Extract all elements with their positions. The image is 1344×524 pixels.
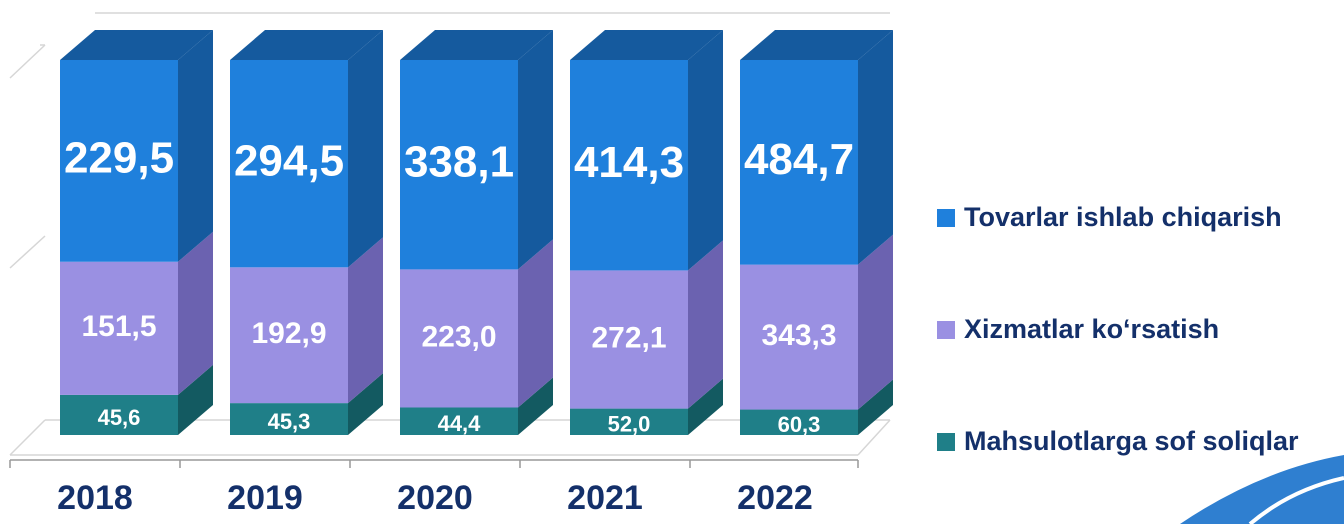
- bar-top: [60, 30, 213, 60]
- value-label: 343,3: [761, 319, 836, 352]
- value-label: 223,0: [421, 320, 496, 353]
- bar-side: [858, 379, 893, 435]
- bar-segment: [60, 394, 178, 435]
- bar-side: [178, 30, 213, 262]
- bar-segment: [400, 60, 518, 270]
- bar-side: [518, 239, 553, 408]
- bar-side: [518, 377, 553, 435]
- bar-top: [230, 30, 383, 60]
- legend-swatch: [937, 433, 955, 451]
- bar-segment: [60, 60, 178, 262]
- value-label: 151,5: [81, 310, 156, 343]
- x-tick-label: 2019: [227, 479, 303, 517]
- bar-top: [570, 30, 723, 60]
- bar-segment: [400, 269, 518, 408]
- bar-side: [858, 30, 893, 265]
- bar-side: [178, 364, 213, 435]
- value-label: 52,0: [608, 412, 651, 437]
- bar-segment: [60, 261, 178, 395]
- value-label: 45,6: [98, 405, 141, 430]
- bar-segment: [230, 403, 348, 435]
- bar-side: [348, 373, 383, 435]
- value-label: 45,3: [268, 409, 311, 434]
- bar-side: [688, 378, 723, 435]
- value-label: 272,1: [591, 321, 666, 354]
- bar-side: [178, 231, 213, 395]
- bar-segment: [570, 408, 688, 435]
- value-label: 338,1: [404, 137, 514, 186]
- bar-side: [518, 30, 553, 270]
- x-tick-label: 2018: [57, 479, 133, 517]
- legend-swatch: [937, 209, 955, 227]
- bar-side: [348, 30, 383, 268]
- legend-label: Mahsulotlarga sof soliqlar: [964, 426, 1299, 456]
- bar-top: [400, 30, 553, 60]
- bar-segment: [230, 60, 348, 268]
- bar-top: [740, 30, 893, 60]
- value-label: 414,3: [574, 138, 684, 187]
- x-tick-label: 2022: [737, 479, 813, 517]
- legend-label: Tovarlar ishlab chiqarish: [964, 202, 1282, 232]
- value-label: 294,5: [234, 136, 344, 185]
- bar-segment: [400, 407, 518, 435]
- bar-segment: [740, 264, 858, 410]
- legend-swatch: [937, 321, 955, 339]
- bar-segment: [570, 270, 688, 409]
- x-tick-label: 2020: [397, 479, 473, 517]
- value-label: 229,5: [64, 133, 174, 182]
- legend-label: Xizmatlar ko‘rsatish: [964, 314, 1219, 344]
- value-label: 192,9: [251, 317, 326, 350]
- decoration: [1180, 455, 1344, 524]
- bar-segment: [230, 267, 348, 404]
- bar-segment: [740, 409, 858, 435]
- bar-side: [688, 240, 723, 409]
- bar-segment: [740, 60, 858, 265]
- decoration: [1248, 476, 1344, 524]
- x-axis: [9, 459, 859, 468]
- bar-segment: [570, 60, 688, 271]
- value-label: 484,7: [744, 135, 854, 184]
- x-tick-label: 2021: [567, 479, 643, 517]
- value-label: 44,4: [438, 411, 482, 436]
- bar-side: [858, 234, 893, 410]
- bar-side: [688, 30, 723, 271]
- bar-side: [348, 237, 383, 404]
- value-label: 60,3: [778, 412, 821, 437]
